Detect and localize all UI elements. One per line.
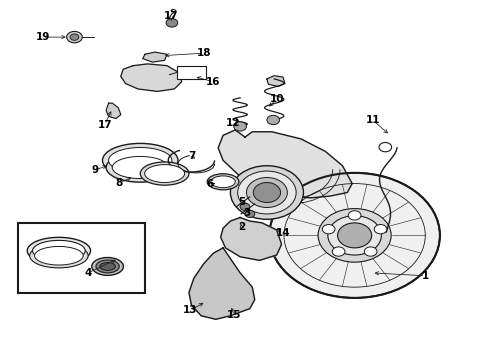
Circle shape [230,166,303,219]
Text: 8: 8 [116,178,123,188]
Circle shape [240,203,250,210]
Ellipse shape [211,176,235,188]
Ellipse shape [112,157,168,179]
Circle shape [253,183,281,203]
Polygon shape [189,248,255,319]
Circle shape [348,211,361,220]
Ellipse shape [145,165,185,183]
Ellipse shape [30,244,88,268]
Circle shape [328,216,381,255]
Ellipse shape [109,148,172,173]
Circle shape [338,223,372,248]
Circle shape [166,18,178,27]
Circle shape [318,208,391,262]
Text: 11: 11 [366,115,380,125]
Text: 1: 1 [422,271,429,281]
Polygon shape [106,103,121,118]
Circle shape [70,34,79,40]
Text: 14: 14 [276,228,290,238]
Polygon shape [121,64,182,91]
Text: 6: 6 [206,179,214,189]
Polygon shape [267,76,285,86]
Ellipse shape [106,153,174,182]
Text: 5: 5 [238,197,245,207]
Text: 12: 12 [225,118,240,128]
Circle shape [67,31,82,43]
Circle shape [245,210,255,217]
Text: 3: 3 [244,208,251,218]
Circle shape [374,225,387,234]
Bar [19,223,145,293]
Circle shape [322,225,335,234]
Text: 4: 4 [84,268,92,278]
Circle shape [267,115,280,125]
Ellipse shape [207,174,239,190]
Text: 16: 16 [206,77,220,87]
Bar [177,66,206,79]
Text: 2: 2 [238,222,245,232]
Text: 17: 17 [164,12,178,21]
Ellipse shape [92,257,123,275]
Ellipse shape [96,260,119,273]
Ellipse shape [140,162,189,185]
Text: 10: 10 [270,94,284,104]
Ellipse shape [32,240,85,261]
Polygon shape [143,52,167,62]
Text: 17: 17 [98,120,112,130]
Text: 7: 7 [189,151,196,161]
Ellipse shape [34,247,83,265]
Circle shape [270,173,440,298]
Circle shape [234,122,246,131]
Text: 13: 13 [183,305,197,315]
Circle shape [379,143,392,152]
Circle shape [332,247,345,256]
Polygon shape [220,217,282,260]
Text: 9: 9 [92,165,99,175]
Text: 18: 18 [196,48,211,58]
Circle shape [246,177,288,207]
Text: 15: 15 [227,310,242,320]
Polygon shape [218,130,352,198]
Ellipse shape [102,143,178,177]
Ellipse shape [27,237,91,264]
Ellipse shape [100,262,116,270]
Text: 19: 19 [36,32,50,42]
Circle shape [238,171,296,214]
Circle shape [365,247,377,256]
